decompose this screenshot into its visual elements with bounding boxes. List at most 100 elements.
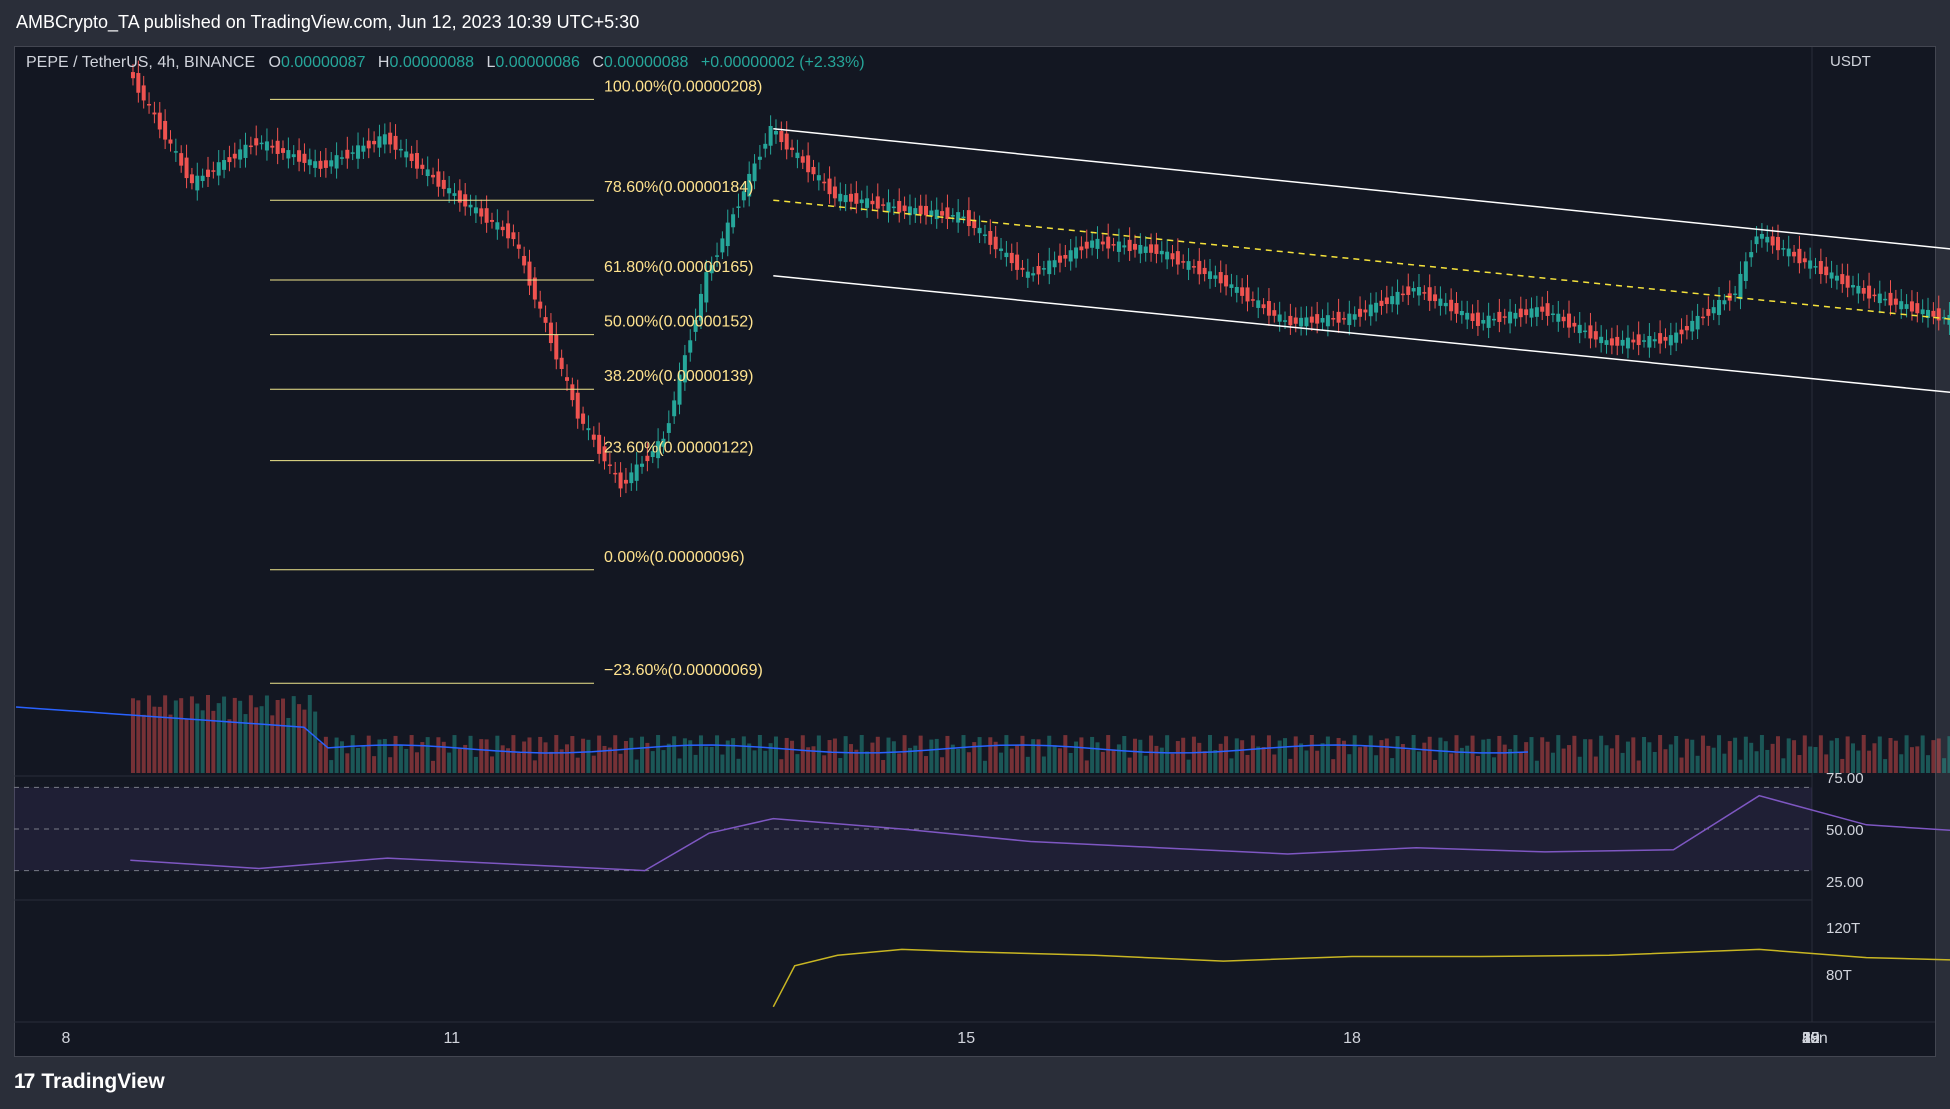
candle-body — [1502, 316, 1507, 318]
candle-body — [152, 112, 157, 115]
volume-bar — [414, 752, 419, 773]
candle-body — [591, 434, 596, 440]
volume-bar — [1840, 758, 1845, 773]
volume-bar — [200, 710, 205, 773]
candle-body — [1149, 244, 1154, 253]
volume-bar — [1915, 746, 1920, 773]
volume-bar — [1502, 744, 1507, 773]
candle-body — [1336, 311, 1341, 323]
candle-body — [420, 164, 425, 169]
candle-body — [1802, 258, 1807, 263]
volume-bar — [1325, 736, 1330, 773]
candle-body — [575, 392, 580, 419]
volume-bar — [238, 700, 243, 773]
candle-body — [1481, 320, 1486, 324]
volume-bar — [1234, 738, 1239, 773]
candle-body — [956, 212, 961, 223]
volume-bar — [1690, 739, 1695, 773]
obv-axis-tick: 80T — [1826, 967, 1852, 984]
candle-body — [1942, 317, 1947, 319]
volume-bar — [1802, 735, 1807, 773]
legend-low-label: L — [486, 54, 496, 71]
volume-bar — [1700, 735, 1705, 773]
candle-body — [1867, 285, 1872, 299]
volume-bar — [1631, 737, 1636, 773]
volume-bar — [565, 744, 570, 773]
volume-bar — [693, 754, 698, 773]
candle-body — [431, 174, 436, 178]
candle-body — [1218, 272, 1223, 284]
volume-bar — [977, 737, 982, 773]
candle-body — [752, 163, 757, 182]
volume-bar — [1132, 738, 1137, 773]
price-axis-unit: USDT — [1830, 53, 1871, 70]
volume-bar — [902, 735, 907, 773]
candle-body — [1668, 335, 1673, 346]
volume-bar — [811, 746, 816, 773]
candle-body — [1266, 301, 1271, 316]
candle-body — [275, 140, 280, 154]
volume-bar — [661, 750, 666, 773]
volume-bar — [1652, 751, 1657, 773]
volume-bar — [832, 738, 837, 773]
volume-bar — [377, 739, 382, 773]
rsi-axis-tick: 50.00 — [1826, 822, 1864, 839]
volume-bar — [1497, 735, 1502, 773]
volume-bar — [1004, 735, 1009, 773]
candle-body — [1234, 286, 1239, 293]
candle-body — [1074, 247, 1079, 259]
volume-bar — [1481, 739, 1486, 773]
candle-body — [1722, 300, 1727, 305]
candle-body — [1229, 284, 1234, 288]
volume-bar — [1170, 753, 1175, 773]
fib-level-label: 23.60%(0.00000122) — [604, 440, 753, 457]
volume-bar — [1309, 735, 1314, 773]
legend-low: 0.00000086 — [495, 54, 580, 71]
volume-bar — [1138, 739, 1143, 773]
candle-body — [1636, 334, 1641, 346]
candle-body — [163, 120, 168, 140]
volume-bar — [768, 743, 773, 773]
candle-body — [1851, 285, 1856, 288]
candle-body — [1309, 316, 1314, 323]
candle-body — [414, 153, 419, 169]
tradingview-logo[interactable]: 17 TradingView — [14, 1070, 165, 1094]
volume-bar — [1931, 740, 1936, 773]
candle-body — [1926, 309, 1931, 318]
volume-bar — [1529, 737, 1534, 773]
volume-bar — [1020, 735, 1025, 773]
candle-body — [688, 340, 693, 353]
fib-level-label: −23.60%(0.00000069) — [604, 662, 763, 679]
candle-body — [1513, 312, 1518, 319]
volume-bar — [1888, 738, 1893, 773]
candle-body — [795, 152, 800, 159]
candle-body — [1824, 266, 1829, 276]
candle-body — [1208, 271, 1213, 279]
volume-bar — [634, 759, 639, 773]
volume-bar — [650, 751, 655, 773]
candle-body — [264, 141, 269, 151]
candle-body — [1813, 266, 1818, 268]
candle-body — [222, 160, 227, 170]
candle-body — [1658, 333, 1663, 344]
volume-bar — [859, 735, 864, 773]
candle-body — [1261, 304, 1266, 309]
volume-bar — [1277, 740, 1282, 773]
candle-body — [1915, 303, 1920, 314]
volume-bar — [597, 735, 602, 773]
candle-body — [924, 205, 929, 216]
volume-bar — [961, 735, 966, 773]
candle-body — [184, 157, 189, 179]
volume-bar — [1009, 748, 1014, 773]
candle-body — [484, 208, 489, 223]
candle-body — [1154, 244, 1159, 254]
candle-body — [1213, 275, 1218, 279]
candle-body — [581, 413, 586, 424]
volume-bar — [1127, 757, 1132, 773]
volume-bar — [366, 735, 371, 773]
volume-bar — [934, 738, 939, 773]
volume-bar — [382, 738, 387, 773]
volume-bar — [779, 759, 784, 773]
candle-body — [254, 138, 259, 146]
